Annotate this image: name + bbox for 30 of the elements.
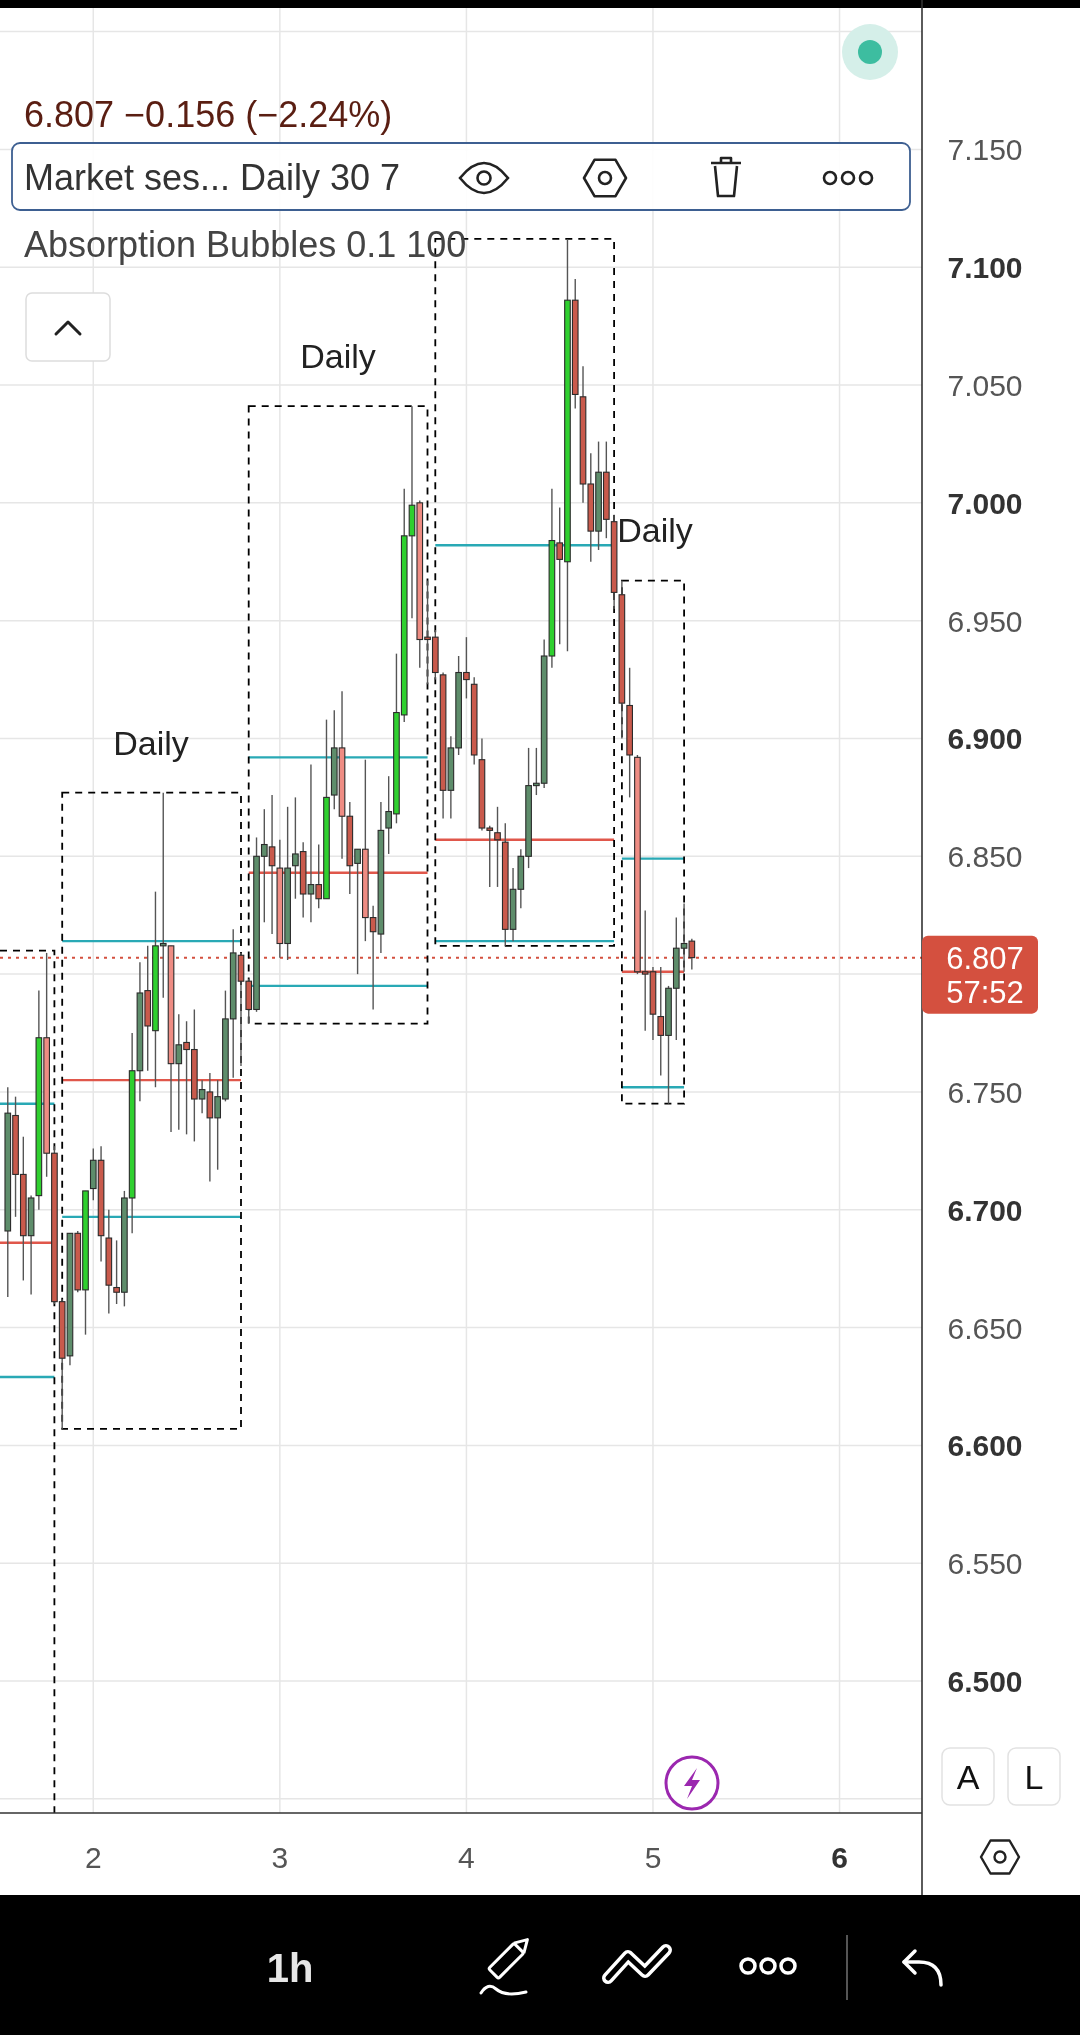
x-tick-label: 4 [458, 1841, 475, 1874]
y-tick-label: 6.900 [947, 722, 1023, 756]
y-tick-label: 6.600 [947, 1429, 1023, 1463]
y-tick-label: 6.650 [947, 1311, 1023, 1345]
y-tick-label: 7.100 [947, 251, 1023, 285]
y-tick-label: 6.700 [947, 1193, 1023, 1227]
x-tick-label: 6 [831, 1841, 848, 1874]
annotation: Daily [617, 511, 693, 549]
text: 57:52 [946, 974, 1024, 1010]
y-tick-label: 6.850 [947, 840, 1023, 874]
candlestick [494, 806, 501, 888]
y-tick-label: 7.000 [947, 486, 1023, 520]
text: 6.807 −0.156 (−2.24%) [24, 94, 393, 135]
text: L [1024, 1758, 1044, 1796]
text: 1h [266, 1946, 314, 1990]
y-tick-label: 6.550 [947, 1547, 1023, 1581]
ref-line-label: 6.807 [946, 940, 1024, 976]
y-tick-label: 6.500 [947, 1665, 1023, 1699]
annotation: Daily [113, 724, 189, 762]
annotation: Daily [300, 337, 376, 375]
y-tick-label: 6.750 [947, 1075, 1023, 1109]
text: A [956, 1758, 980, 1796]
x-tick-label: 3 [271, 1841, 289, 1874]
x-tick-label: 5 [644, 1841, 662, 1874]
annotation: Market ses... Daily 30 7 [24, 157, 401, 198]
y-tick-label: 7.050 [947, 369, 1023, 403]
y-tick-label: 6.950 [947, 604, 1023, 638]
y-tick-label: 7.150 [947, 133, 1023, 167]
annotation: Absorption Bubbles 0.1 100 [24, 224, 467, 265]
x-tick-label: 2 [84, 1841, 102, 1874]
